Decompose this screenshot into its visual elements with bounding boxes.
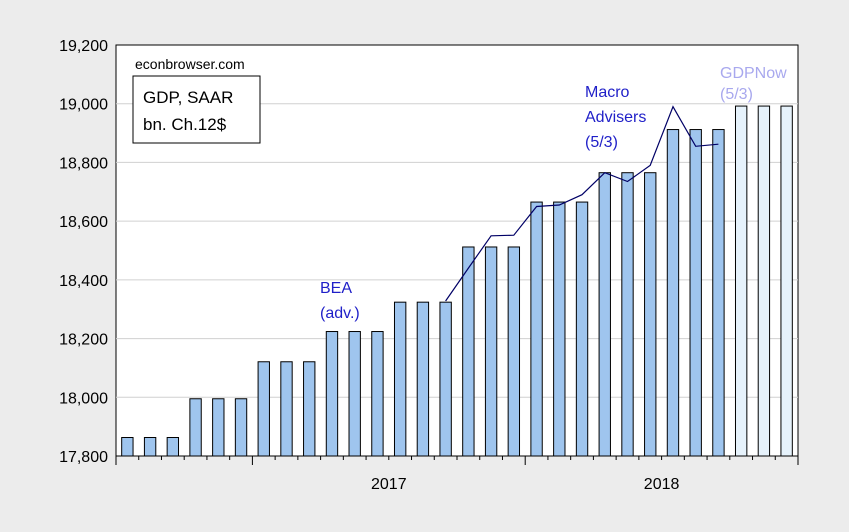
bar bbox=[484, 246, 498, 457]
bar bbox=[757, 105, 771, 457]
y-tick-label: 18,800 bbox=[59, 155, 108, 172]
annotation-macro-line-2: Advisers bbox=[585, 109, 646, 126]
y-axis: 17,800 18,000 18,200 18,400 18,600 18,800 19,0… bbox=[59, 38, 108, 466]
bar bbox=[780, 105, 793, 457]
annotation-macro-advisers: Macro Advisers (5/3) bbox=[585, 84, 646, 151]
annotation-gdpnow-line-1: GDPNow bbox=[720, 65, 787, 82]
y-tick-label: 18,600 bbox=[59, 214, 108, 231]
bar bbox=[348, 331, 361, 457]
bar bbox=[303, 361, 316, 457]
bar bbox=[189, 398, 202, 457]
gridlines bbox=[116, 103, 798, 398]
y-tick-label: 19,200 bbox=[59, 38, 108, 55]
legend-box-frame bbox=[132, 75, 261, 144]
y-tick-label: 18,400 bbox=[59, 273, 108, 290]
annotation-gdpnow: GDPNow (5/3) bbox=[720, 65, 787, 103]
bar bbox=[371, 331, 384, 457]
y-tick-label: 17,800 bbox=[59, 449, 108, 466]
macro-advisers-line bbox=[445, 105, 719, 302]
bar bbox=[280, 361, 293, 457]
bar bbox=[234, 398, 248, 457]
bars bbox=[121, 105, 793, 457]
annotation-macro-line-3: (5/3) bbox=[585, 134, 618, 151]
y-tick-label: 18,200 bbox=[59, 332, 108, 349]
y-tick-label: 18,000 bbox=[59, 390, 108, 407]
bar bbox=[212, 398, 225, 457]
x-tick-label: 2018 bbox=[644, 476, 680, 493]
bar bbox=[734, 105, 748, 457]
bar bbox=[121, 437, 134, 457]
bar bbox=[689, 129, 702, 457]
y-tick-label: 19,000 bbox=[59, 97, 108, 114]
bar bbox=[143, 437, 157, 457]
bar bbox=[462, 246, 475, 457]
bar bbox=[621, 172, 634, 457]
bar bbox=[666, 129, 680, 457]
bar bbox=[257, 361, 270, 457]
bar bbox=[575, 201, 589, 457]
bar bbox=[553, 201, 566, 457]
x-tick-label: 2017 bbox=[371, 476, 407, 493]
bar bbox=[530, 201, 543, 457]
bar bbox=[416, 301, 430, 457]
annotation-bea-line-1: BEA bbox=[320, 280, 352, 297]
annotation-macro-line-1: Macro bbox=[585, 84, 630, 101]
bar bbox=[166, 437, 180, 457]
x-axis: 201720182019 bbox=[115, 456, 799, 493]
legend-line-1: GDP, SAAR bbox=[143, 88, 233, 107]
bar bbox=[393, 301, 407, 457]
bar bbox=[712, 129, 725, 457]
bar bbox=[325, 331, 339, 457]
watermark: econbrowser.com bbox=[135, 56, 245, 72]
annotation-gdpnow-line-2: (5/3) bbox=[720, 86, 753, 103]
bar bbox=[598, 172, 611, 457]
bar bbox=[644, 172, 657, 457]
annotation-bea: BEA (adv.) bbox=[320, 280, 360, 322]
bar bbox=[507, 246, 521, 457]
forecast-lines bbox=[445, 105, 719, 302]
legend-line-2: bn. Ch.12$ bbox=[143, 115, 227, 134]
legend-box: GDP, SAAR bn. Ch.12$ bbox=[132, 75, 261, 144]
annotation-bea-line-2: (adv.) bbox=[320, 305, 360, 322]
bar bbox=[439, 301, 452, 457]
